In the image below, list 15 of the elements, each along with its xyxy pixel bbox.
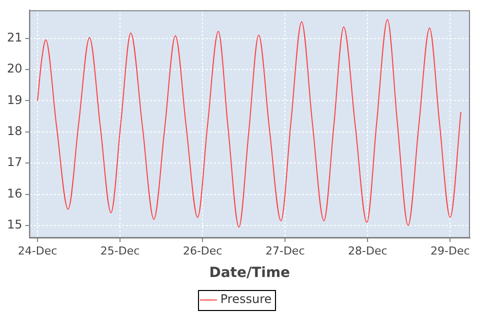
legend-label: Pressure	[220, 292, 272, 306]
x-tick-label: 26-Dec	[182, 244, 222, 258]
x-tick-label: 27-Dec	[265, 244, 305, 258]
y-tick-label: 21	[6, 30, 22, 44]
y-tick-label: 15	[6, 218, 22, 232]
y-tick-label: 19	[6, 92, 22, 107]
x-axis-title: Date/Time	[209, 265, 290, 282]
y-tick-label: 16	[6, 186, 22, 200]
y-tick-label: 17	[6, 155, 22, 170]
y-tick-label: 18	[6, 124, 22, 138]
y-tick-label: 20	[6, 62, 22, 76]
x-tick-label: 25-Dec	[100, 244, 140, 258]
x-tick-label: 24-Dec	[18, 244, 58, 258]
x-tick-label: 29-Dec	[430, 244, 470, 258]
x-tick-label: 28-Dec	[348, 244, 388, 258]
